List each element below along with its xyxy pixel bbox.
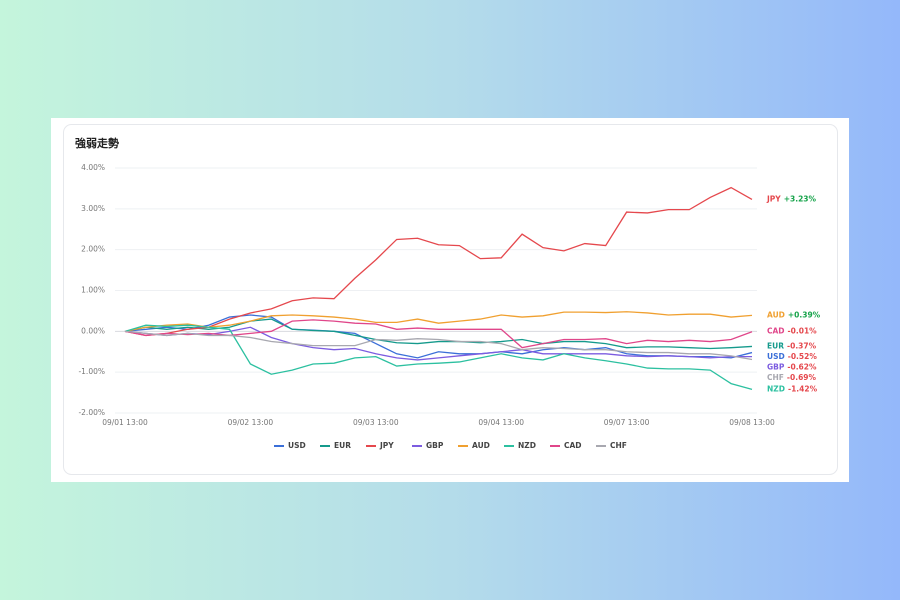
x-tick-label: 09/07 13:00: [604, 418, 650, 427]
legend-label[interactable]: CHF: [610, 441, 627, 450]
chart-title: 強弱走勢: [75, 136, 119, 150]
end-label-value: -0.52%: [788, 352, 818, 361]
series-line: [124, 330, 753, 361]
end-label-value: -0.37%: [787, 341, 817, 350]
end-label-value: -1.42%: [788, 384, 818, 393]
end-label-name: JPY: [766, 194, 781, 203]
series-line: [124, 314, 753, 359]
y-tick-label: 3.00%: [81, 204, 105, 213]
end-label-name: CHF: [767, 373, 784, 382]
end-label-name: NZD: [767, 384, 785, 393]
end-label-value: -0.69%: [787, 373, 817, 382]
y-tick-label: -2.00%: [78, 408, 105, 417]
end-label-name: AUD: [767, 310, 785, 319]
x-tick-label: 09/04 13:00: [478, 418, 524, 427]
end-label-name: GBP: [767, 362, 785, 371]
series-line: [124, 186, 753, 337]
end-label-value: -0.62%: [787, 362, 817, 371]
y-tick-label: -1.00%: [78, 367, 105, 376]
legend-label[interactable]: EUR: [334, 441, 351, 450]
y-tick-label: 1.00%: [81, 286, 105, 295]
legend-label[interactable]: AUD: [472, 441, 490, 450]
series-line: [124, 326, 752, 361]
legend-label[interactable]: JPY: [379, 441, 394, 450]
end-label-name: USD: [767, 352, 785, 361]
plot: 4.00%3.00%2.00%1.00%0.00%-1.00%-2.00%09/…: [78, 163, 820, 450]
legend-label[interactable]: CAD: [564, 441, 582, 450]
legend-label[interactable]: USD: [288, 441, 306, 450]
card: [63, 124, 838, 475]
y-tick-label: 4.00%: [81, 163, 105, 172]
x-tick-label: 09/03 13:00: [353, 418, 399, 427]
end-label-value: +3.23%: [784, 194, 817, 203]
end-label-value: +0.39%: [788, 310, 821, 319]
x-tick-label: 09/01 13:00: [102, 418, 148, 427]
x-tick-label: 09/02 13:00: [228, 418, 274, 427]
end-label-value: -0.01%: [788, 327, 818, 336]
y-tick-label: 2.00%: [81, 245, 105, 254]
legend-label[interactable]: NZD: [518, 441, 536, 450]
end-label-name: CAD: [767, 327, 785, 336]
series-line: [124, 324, 753, 390]
end-label-name: EUR: [767, 341, 784, 350]
y-tick-label: 0.00%: [81, 326, 105, 335]
series-line: [124, 318, 753, 350]
legend-label[interactable]: GBP: [426, 441, 444, 450]
series-line: [124, 311, 753, 332]
x-tick-label: 09/08 13:00: [729, 418, 775, 427]
